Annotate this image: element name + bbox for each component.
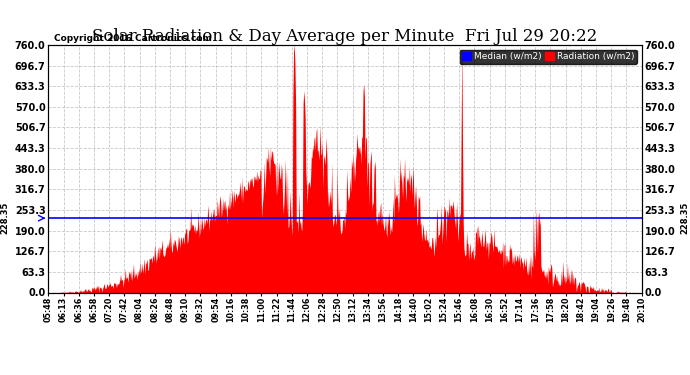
Text: Copyright 2016 Cartronics.com: Copyright 2016 Cartronics.com: [55, 33, 212, 42]
Title: Solar Radiation & Day Average per Minute  Fri Jul 29 20:22: Solar Radiation & Day Average per Minute…: [92, 28, 598, 45]
Legend: Median (w/m2), Radiation (w/m2): Median (w/m2), Radiation (w/m2): [460, 50, 637, 64]
Text: 228.35: 228.35: [1, 202, 10, 234]
Text: 228.35: 228.35: [680, 202, 689, 234]
